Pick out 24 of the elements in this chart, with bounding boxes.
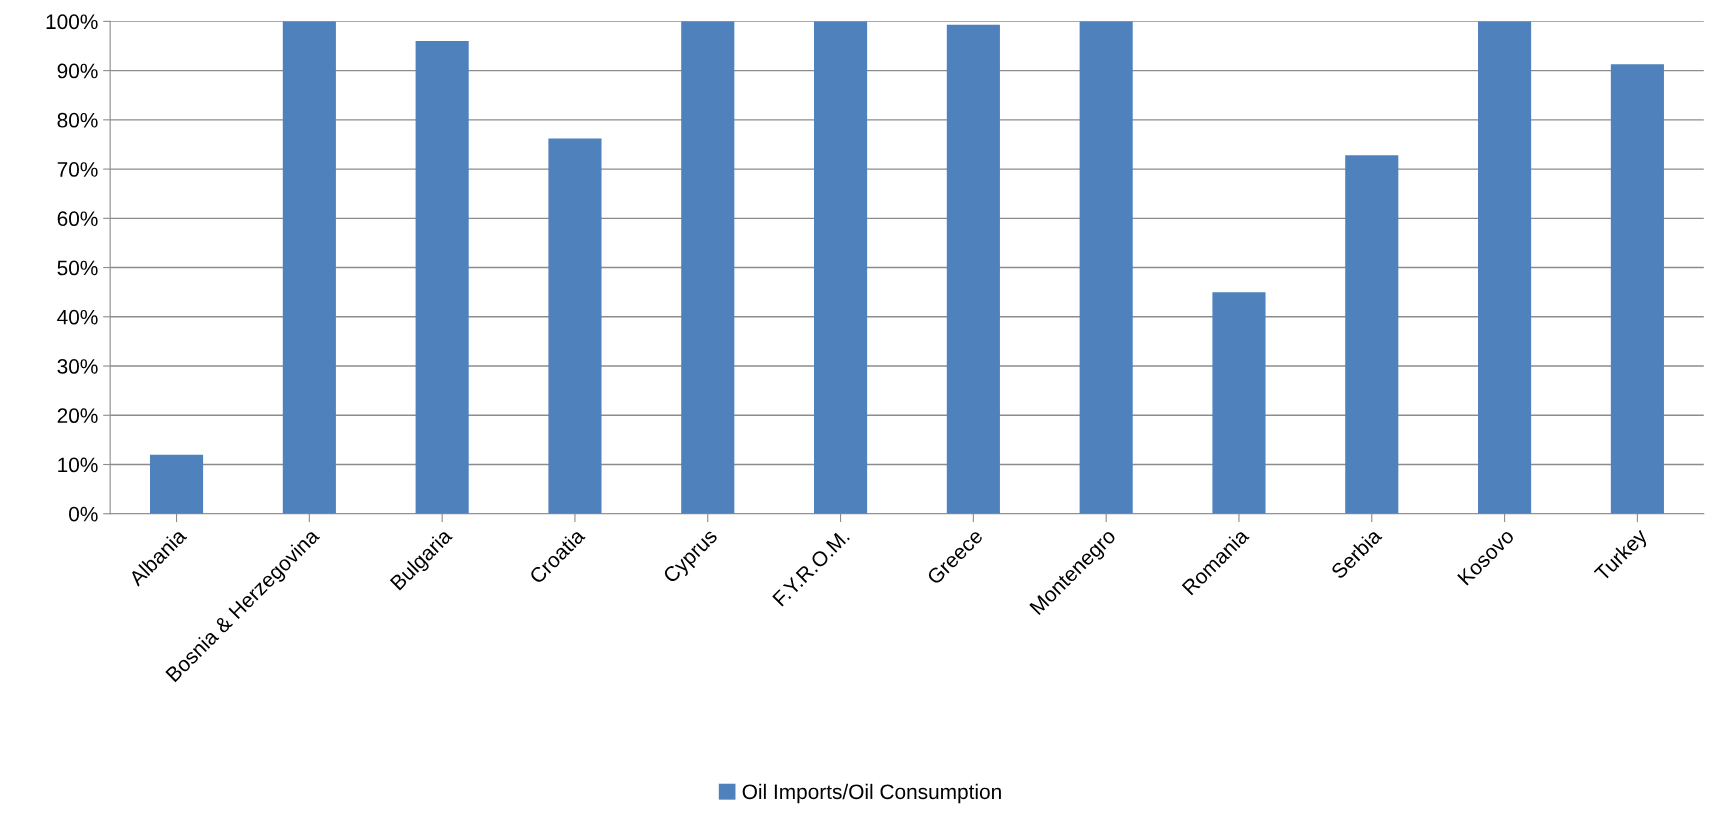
y-tick-label: 100%	[46, 14, 98, 30]
bar	[415, 41, 469, 514]
y-tick-label: 20%	[57, 408, 98, 424]
y-tick-label: 70%	[57, 162, 98, 177]
y-tick-label: 40%	[57, 309, 98, 325]
bar	[1212, 292, 1266, 514]
bar	[1345, 155, 1399, 514]
bar	[548, 138, 602, 514]
y-tick-label: 30%	[57, 359, 98, 374]
bar	[149, 454, 204, 514]
bar	[1079, 21, 1133, 514]
bar	[681, 21, 735, 514]
y-tick-label: 10%	[58, 457, 98, 473]
bar	[814, 21, 868, 514]
legend-label: Oil Imports/Oil Consumption	[742, 783, 1001, 804]
y-tick-label: 50%	[57, 260, 98, 276]
bar	[946, 24, 1000, 514]
bar	[1478, 21, 1532, 514]
y-tick-label: 60%	[57, 211, 98, 227]
y-tick-label: 90%	[57, 63, 98, 79]
bar	[282, 21, 336, 514]
bar	[1610, 64, 1664, 514]
y-tick-label: 80%	[57, 112, 98, 128]
y-tick-label: 0%	[69, 506, 98, 522]
